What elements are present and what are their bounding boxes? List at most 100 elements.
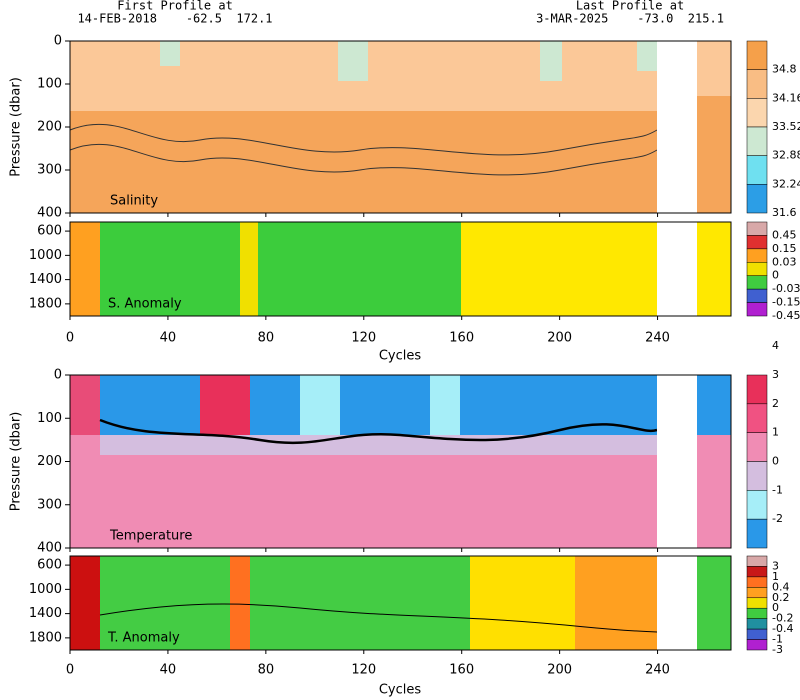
y-tick-label: 100 [37, 411, 62, 426]
colorbar-label: 32.24 [772, 177, 800, 190]
colorbar-label: -0.03 [772, 282, 800, 295]
y-tick-label: 1400 [29, 272, 62, 287]
y-tick-label: 0 [54, 368, 62, 383]
field [70, 375, 100, 435]
colorbar-box [746, 126, 768, 156]
colorbar-box [746, 432, 768, 462]
field [637, 41, 657, 71]
colorbar-box [746, 262, 768, 276]
colorbar-box [746, 235, 768, 250]
x-tick-label: 200 [547, 663, 572, 678]
colorbar-label: -1 [772, 633, 783, 646]
y-tick-label: 300 [37, 163, 62, 178]
data-gap [657, 375, 697, 548]
x-tick-label: 120 [351, 331, 376, 346]
field [461, 222, 657, 316]
x-tick-label: 160 [449, 331, 474, 346]
colorbar-box [746, 69, 768, 99]
first-info: 14-FEB-2018 -62.5 172.1 [77, 12, 272, 26]
plot-frame [69, 221, 732, 317]
field [575, 556, 657, 650]
colorbar-label: 31.6 [772, 206, 797, 219]
colorbar-box [746, 461, 768, 491]
colorbar-box [746, 98, 768, 128]
colorbar-box [746, 618, 768, 630]
y-tick-label: 600 [37, 558, 62, 573]
x-tick-label: 0 [66, 331, 74, 346]
field [338, 41, 368, 81]
colorbar-label: 34.16 [772, 91, 800, 104]
x-tick-label: 40 [160, 663, 177, 678]
x-tick-label: 240 [645, 331, 670, 346]
colorbar-box [746, 576, 768, 588]
data-gap [657, 222, 697, 316]
colorbar-box [746, 302, 768, 317]
colorbar-label: 0 [772, 269, 779, 282]
colorbar-label: 33.52 [772, 120, 800, 133]
y-tick-label: 600 [37, 224, 62, 239]
fields [69, 41, 731, 650]
field [160, 41, 180, 66]
colorbar-box [746, 403, 768, 433]
colorbar-box [746, 555, 768, 567]
colorbar-label: 2 [772, 397, 779, 410]
colorbar-label: 4 [772, 339, 779, 352]
field [697, 375, 731, 435]
colorbar-box [746, 184, 768, 214]
colorbar-box [746, 40, 768, 70]
last-info: 3-MAR-2025 -73.0 215.1 [536, 12, 724, 26]
field [230, 556, 250, 650]
field [697, 556, 731, 650]
contour [99, 418, 658, 445]
field [697, 222, 731, 316]
colorbar-label: -3 [772, 643, 783, 656]
field [240, 222, 258, 316]
colorbar-box [746, 221, 768, 236]
y-tick-label: 200 [37, 454, 62, 469]
panel-label: Temperature [109, 529, 192, 544]
panel-label: Salinity [110, 194, 158, 209]
colorbar-label: 0.45 [772, 228, 797, 241]
field [697, 41, 731, 96]
data-gap [657, 41, 697, 213]
colorbar-box [746, 607, 768, 619]
y-tick-label: 1800 [29, 630, 62, 645]
colorbar-label: 0.2 [772, 591, 790, 604]
y-tick-label: 1000 [29, 248, 62, 263]
field [300, 375, 340, 435]
colorbar-box [746, 155, 768, 185]
colorbar-box [746, 275, 768, 290]
colorbar-box [746, 518, 768, 549]
colorbar-label: 0.03 [772, 255, 797, 268]
colorbar-label: 3 [772, 368, 779, 381]
colorbar-label: 34.8 [772, 63, 797, 76]
field [70, 556, 470, 650]
y-tick-label: 400 [37, 541, 62, 556]
x-tick-label: 40 [160, 331, 177, 346]
x-tick-label: 240 [645, 663, 670, 678]
colorbar-label: -0.4 [772, 622, 793, 635]
colorbar-box [746, 566, 768, 578]
y-tick-label: 1400 [29, 606, 62, 621]
colorbar-label: 0 [772, 455, 779, 468]
data-gap [657, 556, 697, 650]
field [100, 375, 657, 435]
colorbar-box [746, 628, 768, 640]
panel-label: S. Anomaly [108, 297, 182, 312]
x-axis-title: Cycles [379, 349, 422, 364]
colorbar-label: -0.2 [772, 612, 793, 625]
field [470, 556, 575, 650]
colorbar-box [746, 597, 768, 609]
y-axis-title: Pressure (dbar) [9, 412, 24, 512]
panel-label: T. Anomaly [107, 631, 180, 646]
colorbar-box [746, 248, 768, 263]
colorbar-label: 0 [772, 601, 779, 614]
x-tick-label: 80 [258, 663, 275, 678]
colorbar-box [746, 639, 768, 651]
contour [69, 123, 658, 156]
colorbar-label: -2 [772, 512, 783, 525]
colorbar-box [746, 374, 768, 405]
first-label: First Profile at [117, 0, 233, 13]
colorbar-label: -0.15 [772, 296, 800, 309]
